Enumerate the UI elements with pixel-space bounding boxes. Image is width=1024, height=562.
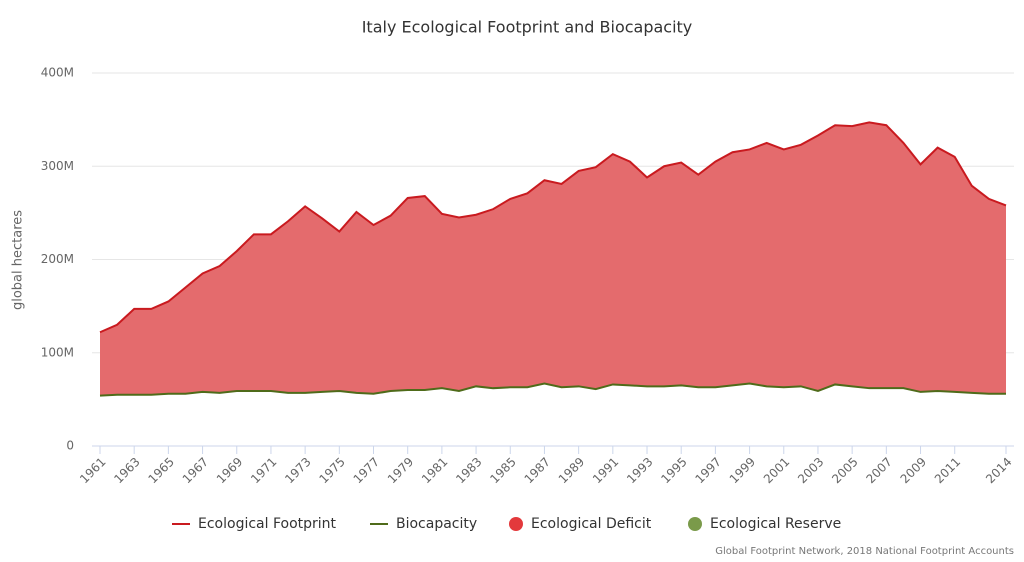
x-tick-label: 1979 xyxy=(385,455,416,486)
x-tick-label: 2014 xyxy=(983,455,1014,486)
x-tick-label: 1961 xyxy=(77,455,108,486)
x-tick-label: 1969 xyxy=(214,455,245,486)
x-tick-label: 2007 xyxy=(863,455,894,486)
credit: Global Footprint Network, 2018 National … xyxy=(715,546,1014,557)
y-tick-label: 200M xyxy=(41,252,74,266)
legend-label: Ecological Deficit xyxy=(531,516,652,532)
x-tick-label: 1971 xyxy=(248,455,279,486)
x-tick-label: 1965 xyxy=(145,455,176,486)
x-tick-label: 1973 xyxy=(282,455,313,486)
x-tick-label: 2011 xyxy=(932,455,963,486)
x-tick-label: 1977 xyxy=(351,455,382,486)
x-tick-label: 1995 xyxy=(658,455,689,486)
x-tick-label: 1983 xyxy=(453,455,484,486)
x-tick-label: 1999 xyxy=(727,455,758,486)
x-tick-label: 1985 xyxy=(487,455,518,486)
legend-label: Biocapacity xyxy=(396,516,477,532)
x-tick-label: 2001 xyxy=(761,455,792,486)
x-tick-label: 2003 xyxy=(795,455,826,486)
x-tick-label: 2005 xyxy=(829,455,860,486)
x-tick-label: 1997 xyxy=(692,455,723,486)
x-tick-label: 1991 xyxy=(590,455,621,486)
x-tick-label: 2009 xyxy=(898,455,929,486)
x-tick-label: 1963 xyxy=(111,455,142,486)
x-tick-label: 1993 xyxy=(624,455,655,486)
y-axis-label: global hectares xyxy=(11,210,26,310)
legend-label: Ecological Reserve xyxy=(710,516,841,532)
y-tick-label: 100M xyxy=(41,345,74,359)
series-line xyxy=(99,121,1007,334)
x-tick-label: 1975 xyxy=(316,455,347,486)
y-tick-label: 300M xyxy=(41,159,74,173)
series-line xyxy=(99,382,1006,397)
legend-symbol xyxy=(509,517,523,531)
legend-symbol xyxy=(688,517,702,531)
x-tick-label: 1989 xyxy=(556,455,587,486)
x-tick-label: 1967 xyxy=(180,455,211,486)
legend-label: Ecological Footprint xyxy=(198,516,337,532)
y-tick-label: 400M xyxy=(41,66,74,80)
y-tick-label: 0 xyxy=(66,439,74,453)
chart-title: Italy Ecological Footprint and Biocapaci… xyxy=(362,18,693,37)
x-tick-label: 1987 xyxy=(522,455,553,486)
x-tick-label: 1981 xyxy=(419,455,450,486)
deficit-area xyxy=(100,122,1006,396)
